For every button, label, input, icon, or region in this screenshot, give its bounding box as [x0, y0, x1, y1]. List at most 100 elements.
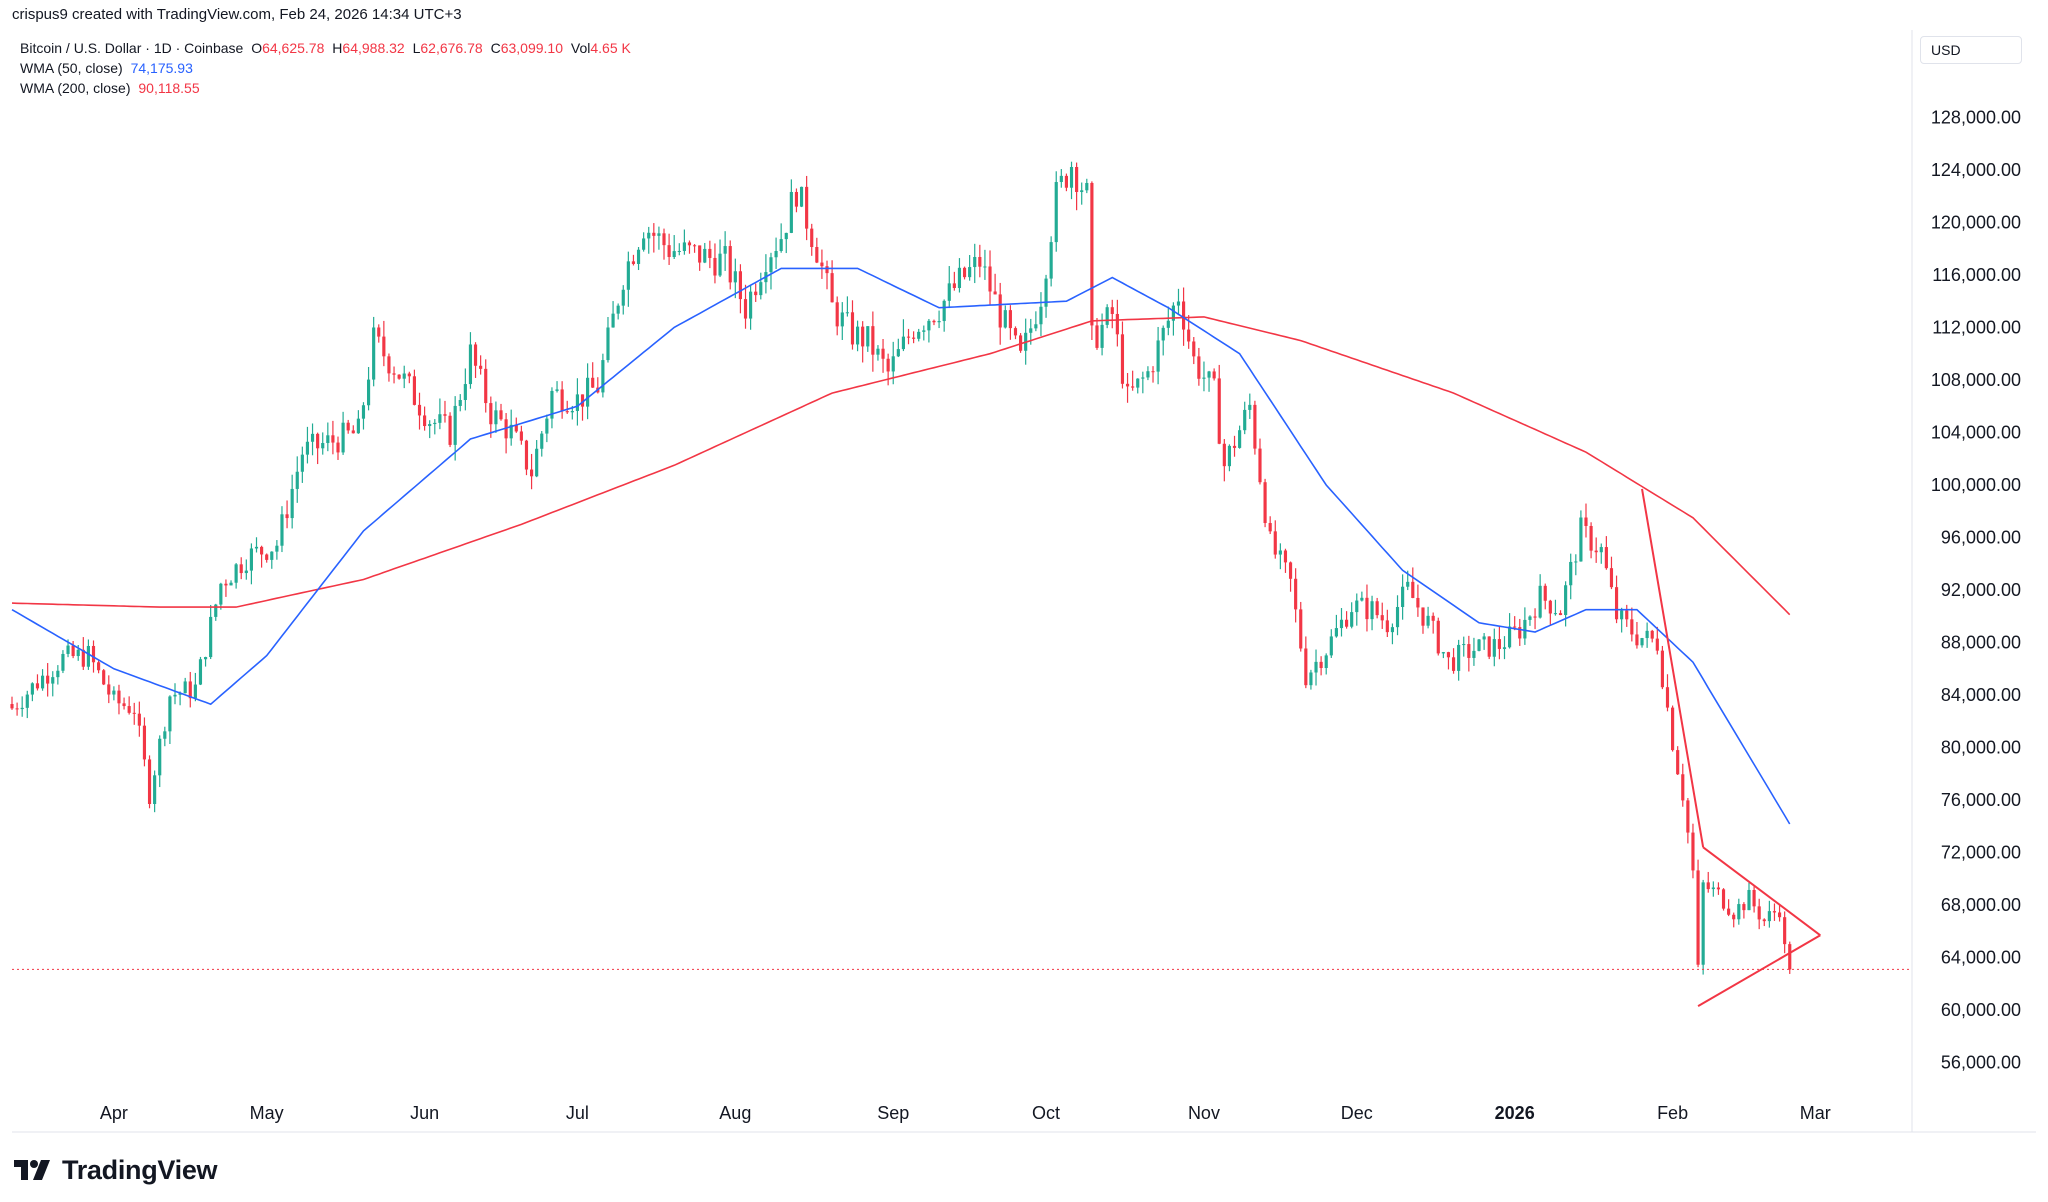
- wma200-value: 90,118.55: [138, 80, 200, 96]
- candle: [861, 321, 865, 363]
- candle: [198, 656, 203, 686]
- candle: [810, 223, 814, 256]
- candle: [636, 247, 641, 271]
- candle: [1421, 607, 1425, 634]
- candle: [295, 456, 299, 503]
- candle: [825, 260, 829, 290]
- candle: [458, 394, 462, 412]
- candle: [850, 300, 855, 350]
- candle: [769, 252, 773, 290]
- candle: [621, 285, 625, 315]
- candle: [504, 413, 508, 454]
- candle: [580, 394, 585, 421]
- candle: [835, 296, 839, 336]
- candle: [1492, 628, 1496, 667]
- candle: [1085, 178, 1089, 194]
- candle: [1757, 898, 1761, 930]
- candle: [978, 244, 982, 278]
- currency-selector[interactable]: USD: [1920, 36, 2022, 64]
- candle: [555, 381, 559, 393]
- candle: [616, 303, 620, 320]
- candle: [728, 240, 732, 290]
- candle: [840, 302, 844, 340]
- y-tick-label: 96,000.00: [1941, 527, 2021, 547]
- candle: [81, 637, 85, 670]
- candle: [1197, 347, 1201, 386]
- candle: [438, 398, 442, 430]
- candle: [1171, 302, 1175, 336]
- candle: [1589, 522, 1593, 559]
- candle: [1614, 575, 1619, 624]
- candle: [1054, 171, 1058, 252]
- candle: [1039, 292, 1043, 337]
- candle: [1508, 613, 1512, 649]
- candle: [626, 251, 630, 307]
- candle: [519, 425, 523, 445]
- candle: [1212, 368, 1216, 381]
- candle: [738, 264, 742, 314]
- candle: [1543, 583, 1547, 610]
- candle: [993, 273, 997, 295]
- candle: [453, 396, 457, 461]
- candle: [15, 702, 19, 716]
- candle: [733, 258, 737, 299]
- candle: [366, 366, 371, 411]
- candle: [1467, 635, 1471, 672]
- candle: [947, 266, 951, 309]
- candle: [1650, 629, 1654, 643]
- candle: [387, 353, 391, 382]
- tradingview-logo[interactable]: TradingView: [14, 1152, 218, 1188]
- candle: [412, 369, 416, 406]
- candle: [1737, 898, 1741, 925]
- candle: [1069, 161, 1074, 200]
- candle: [912, 331, 916, 344]
- candle: [1472, 637, 1476, 666]
- candle: [270, 551, 274, 569]
- close-label: C: [490, 40, 501, 56]
- candle: [1569, 553, 1573, 600]
- candle: [942, 299, 946, 332]
- candle: [871, 311, 875, 372]
- candle: [789, 179, 793, 234]
- candle: [443, 400, 447, 423]
- candle: [1034, 311, 1038, 332]
- candle: [1477, 639, 1481, 652]
- candle: [112, 686, 116, 701]
- candle: [922, 325, 926, 341]
- candle: [1513, 616, 1517, 631]
- candle: [723, 231, 727, 271]
- volume-label: Vol: [570, 40, 591, 56]
- candle: [1742, 902, 1746, 919]
- candle: [1655, 626, 1659, 655]
- candle: [1299, 601, 1303, 652]
- candle: [1676, 746, 1680, 776]
- wma50-label: WMA (50, close): [20, 60, 123, 76]
- legend-ohlc-row[interactable]: Bitcoin / U.S. Dollar · 1D · Coinbase O6…: [20, 38, 635, 58]
- y-tick-label: 64,000.00: [1941, 948, 2021, 968]
- candle: [1049, 236, 1053, 287]
- candle: [1329, 629, 1333, 658]
- candle: [280, 506, 284, 553]
- candle: [1538, 574, 1542, 619]
- candle: [988, 250, 992, 305]
- candle: [1314, 649, 1318, 686]
- y-tick-label: 124,000.00: [1931, 160, 2021, 180]
- candle: [703, 242, 707, 264]
- candle: [901, 319, 905, 352]
- wma200-layer: [11, 316, 1791, 616]
- candle: [662, 228, 666, 260]
- candle: [1095, 318, 1099, 350]
- candle: [219, 582, 223, 610]
- candle: [1395, 595, 1400, 636]
- candle: [173, 683, 177, 705]
- legend-wma50-row[interactable]: WMA (50, close) 74,175.93: [20, 58, 635, 78]
- candle: [1365, 584, 1369, 632]
- candle: [1401, 574, 1405, 620]
- candle: [586, 363, 590, 420]
- candle: [361, 402, 366, 430]
- candle: [906, 328, 911, 345]
- candle: [1574, 554, 1578, 576]
- legend-wma200-row[interactable]: WMA (200, close) 90,118.55: [20, 78, 635, 98]
- candle: [855, 320, 860, 352]
